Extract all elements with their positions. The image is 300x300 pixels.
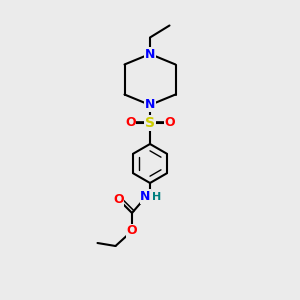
Text: N: N [145, 47, 155, 61]
Text: O: O [113, 193, 124, 206]
Text: N: N [145, 98, 155, 112]
Text: H: H [152, 191, 161, 202]
Text: S: S [145, 116, 155, 130]
Text: O: O [127, 224, 137, 238]
Text: O: O [164, 116, 175, 130]
Text: N: N [140, 190, 151, 203]
Text: O: O [125, 116, 136, 130]
